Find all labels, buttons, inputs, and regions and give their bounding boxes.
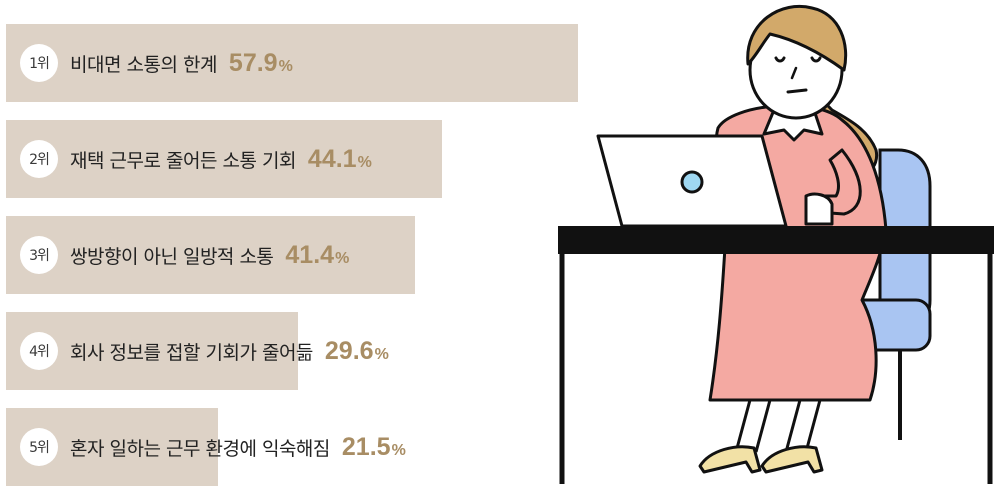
value-label-1: 57.9 — [228, 48, 278, 77]
rank-badge-2: 2위 — [20, 140, 58, 178]
leg-left — [734, 399, 752, 453]
leg-right — [784, 399, 802, 453]
shoe-left — [698, 445, 762, 474]
shoe-right — [760, 445, 824, 474]
bar-label-3: 쌍방향이 아닌 일방적 소통 — [70, 245, 274, 268]
ranking-bar-chart: 1위 비대면 소통의 한계 57.9 % 2위 재택 근무로 줄어든 소통 기회… — [6, 24, 578, 486]
desk-top — [558, 226, 994, 254]
laptop-logo — [680, 170, 704, 194]
mouth — [786, 88, 808, 94]
value-label-2: 44.1 — [307, 144, 357, 173]
unit-label-1: % — [278, 57, 293, 75]
eye-left — [774, 56, 786, 63]
value-label-3: 41.4 — [285, 240, 335, 269]
nose — [790, 66, 798, 80]
unit-label-5: % — [391, 441, 406, 459]
bar-3 — [6, 216, 415, 294]
bar-label-2: 재택 근무로 줄어든 소통 기회 — [70, 149, 296, 172]
unit-label-2: % — [357, 153, 372, 171]
hair-top — [746, 5, 848, 72]
bar-label-1: 비대면 소통의 한계 — [70, 53, 217, 76]
bar-label-4: 회사 정보를 접할 기회가 줄어듦 — [70, 341, 313, 364]
unit-label-4: % — [374, 345, 389, 363]
leg-right-2 — [804, 399, 822, 453]
value-label-4: 29.6 — [324, 336, 374, 365]
rank-badge-5: 5위 — [20, 428, 58, 466]
rank-badge-4: 4위 — [20, 332, 58, 370]
unit-label-3: % — [335, 249, 350, 267]
rank-badge-3: 3위 — [20, 236, 58, 274]
skirt — [708, 228, 888, 402]
woman-at-laptop-icon — [558, 5, 994, 484]
bar-label-5: 혼자 일하는 근무 환경에 익숙해짐 — [70, 437, 330, 460]
eye-right — [810, 56, 822, 63]
bar-2 — [6, 120, 442, 198]
rank-badge-1: 1위 — [20, 44, 58, 82]
bar-1 — [6, 24, 578, 102]
leg-left-2 — [754, 399, 772, 453]
value-label-5: 21.5 — [341, 432, 391, 461]
hand — [804, 192, 834, 226]
